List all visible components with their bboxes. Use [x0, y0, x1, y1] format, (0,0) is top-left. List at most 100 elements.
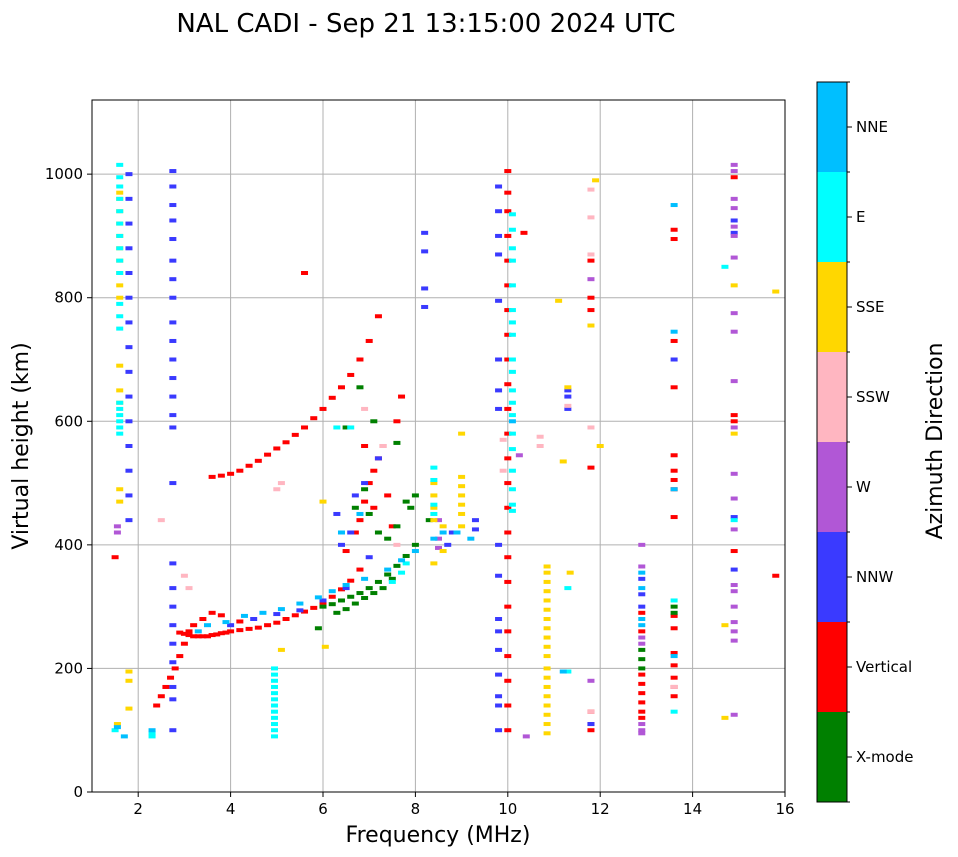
data-point [116, 271, 124, 275]
data-point [204, 623, 211, 628]
data-point [270, 666, 278, 671]
series-nnw [125, 169, 738, 733]
data-point [638, 635, 646, 640]
data-point [495, 233, 503, 238]
data-point [543, 703, 551, 708]
colorbar-label: Vertical [856, 658, 912, 676]
data-point [587, 308, 595, 313]
data-point [157, 694, 165, 699]
data-point [125, 320, 133, 325]
data-point [730, 311, 738, 316]
data-point [342, 425, 350, 430]
colorbar-segment [817, 262, 847, 352]
colorbar-frame [816, 81, 848, 803]
data-point [504, 481, 512, 486]
data-point [495, 694, 503, 699]
data-point [670, 203, 678, 208]
data-point [374, 579, 382, 584]
data-point [169, 237, 177, 242]
data-point [587, 728, 595, 733]
data-point [116, 499, 124, 504]
colorbar-label: E [856, 208, 865, 226]
data-point [393, 440, 401, 445]
data-point [356, 385, 364, 390]
data-point [213, 632, 221, 637]
data-point [116, 295, 124, 300]
data-point [217, 473, 225, 478]
data-point [245, 626, 253, 631]
data-point [730, 379, 738, 384]
data-point [250, 617, 258, 621]
data-point [670, 663, 678, 668]
data-point [596, 444, 604, 448]
data-point [730, 496, 738, 501]
data-point [730, 515, 738, 520]
data-point [638, 586, 646, 591]
data-point [185, 629, 193, 634]
data-point [670, 694, 678, 699]
data-point [402, 553, 410, 558]
data-point [587, 295, 595, 300]
data-point [504, 308, 512, 313]
data-point [388, 579, 396, 584]
data-point [208, 633, 216, 638]
x-tick-label: 14 [683, 800, 702, 818]
data-point [504, 728, 512, 733]
data-point [319, 600, 327, 605]
data-point [365, 481, 373, 486]
data-point [264, 623, 272, 628]
data-point [337, 542, 345, 547]
data-point [176, 630, 184, 635]
data-point [536, 434, 544, 439]
data-point [543, 598, 551, 603]
data-point [458, 524, 466, 529]
colorbar-label: SSW [856, 388, 890, 406]
data-point [270, 734, 278, 739]
data-point [199, 617, 207, 621]
data-point [638, 715, 646, 720]
data-point [351, 601, 359, 606]
data-point [638, 564, 646, 569]
data-point [638, 657, 646, 662]
data-point [393, 524, 401, 529]
data-point [125, 345, 133, 350]
data-point [273, 487, 281, 492]
data-point [730, 218, 738, 223]
data-point [113, 524, 121, 529]
data-point [273, 446, 281, 451]
y-tick-label: 1000 [45, 165, 83, 183]
data-point [157, 518, 165, 523]
data-point [670, 613, 678, 618]
data-point [347, 578, 355, 583]
data-point [730, 413, 738, 418]
data-point [116, 326, 124, 331]
data-point [120, 734, 128, 739]
data-point [384, 567, 392, 572]
colorbar-segment [817, 532, 847, 622]
data-point [337, 385, 345, 390]
data-point [116, 301, 124, 306]
data-point [153, 703, 161, 708]
data-point [411, 493, 419, 498]
data-points [111, 162, 780, 739]
data-point [185, 586, 193, 591]
data-point [670, 357, 678, 362]
data-point [116, 425, 124, 430]
data-point [439, 530, 447, 535]
data-point [730, 233, 738, 238]
data-point [125, 678, 133, 683]
data-point [448, 530, 456, 535]
data-point [270, 691, 278, 696]
y-tick-label: 600 [54, 412, 83, 430]
data-point [495, 357, 503, 362]
data-point [495, 388, 503, 393]
data-point [125, 518, 133, 523]
data-point [148, 731, 156, 736]
data-point [730, 283, 738, 288]
data-point [670, 626, 678, 631]
colorbar-segment [817, 442, 847, 532]
data-point [347, 425, 355, 430]
data-point [508, 413, 516, 418]
data-point [125, 295, 133, 300]
